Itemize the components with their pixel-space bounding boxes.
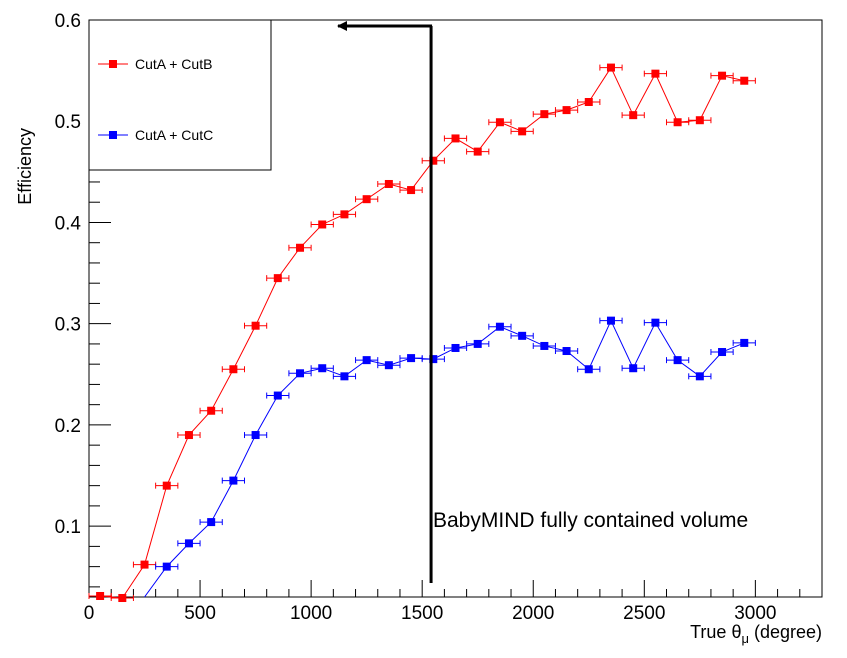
y-tick-label: 0.2 [55,416,81,437]
data-point [251,431,260,440]
series-layer [88,63,756,603]
y-tick-label: 0.6 [55,11,81,32]
data-point [451,134,460,143]
data-point [562,106,571,115]
data-point [384,361,393,370]
x-tick-label: 2000 [512,603,554,624]
data-point [495,322,504,331]
data-point [162,562,171,571]
data-point [473,339,482,348]
data-point [606,63,615,72]
data-point [740,338,749,347]
data-point [207,518,216,527]
data-point [651,69,660,78]
data-point [362,195,371,204]
data-point [473,147,482,156]
legend-label-series-2: CutA + CutC [135,127,213,143]
data-point [451,343,460,352]
data-point [229,476,238,485]
legend-marker-series-1 [109,60,117,68]
data-point [429,355,438,364]
data-point [162,481,171,490]
x-tick-label: 1500 [401,603,443,624]
data-point [540,341,549,350]
series-2 [144,316,756,598]
data-point [184,431,193,440]
data-point [718,71,727,80]
data-point [273,391,282,400]
x-tick-label: 2500 [623,603,665,624]
series-line [144,319,745,598]
x-axis-title-main: True θ [690,622,741,642]
x-tick-label: 1000 [290,603,332,624]
x-axis-title-sub: μ [741,631,749,646]
data-point [184,539,193,548]
data-point [273,274,282,283]
data-point [606,316,615,325]
data-point [318,364,327,373]
data-point [562,347,571,356]
data-point [629,364,638,373]
data-point [518,127,527,136]
x-axis: 0 500 1000 1500 2000 2500 3000 [84,580,823,624]
data-point [340,210,349,219]
x-axis-title-unit: (degree) [749,622,822,642]
data-point [695,372,704,381]
x-tick-label: 3000 [734,603,776,624]
data-point [495,118,504,127]
data-point [407,354,416,363]
legend-label-series-1: CutA + CutB [135,56,212,72]
data-point [229,365,238,374]
data-point [207,406,216,415]
data-point [540,110,549,119]
y-tick-label: 0.5 [55,112,81,133]
data-point [584,97,593,106]
data-point [673,356,682,365]
data-point [251,321,260,330]
x-tick-label: 500 [184,603,216,624]
data-point [584,365,593,374]
x-axis-title: True θμ (degree) [690,622,822,646]
plot-area [88,19,823,598]
annotation-layer [337,21,433,583]
data-point [96,591,105,600]
data-point [340,372,349,381]
data-point [118,594,127,603]
data-point [296,243,305,252]
x-tick-label: 0 [84,603,95,624]
series-line [100,66,745,599]
data-point [140,560,149,569]
data-point [718,348,727,357]
y-axis-title: Efficiency [15,128,35,205]
series-1 [88,63,756,603]
y-tick-label: 0.1 [55,517,81,538]
legend: CutA + CutB CutA + CutC [88,19,272,171]
data-point [318,220,327,229]
data-point [651,318,660,327]
data-point [407,186,416,195]
data-point [518,331,527,340]
annotation-text: BabyMIND fully contained volume [433,509,748,532]
data-point [629,111,638,120]
data-point [296,369,305,378]
data-point [429,156,438,165]
data-point [673,118,682,127]
y-tick-label: 0.3 [55,315,81,336]
data-point [740,76,749,85]
y-tick-label: 0.4 [55,213,82,234]
data-point [384,179,393,188]
plot-frame [88,19,823,598]
data-point [695,116,704,125]
y-axis: 0.1 0.2 0.3 0.4 0.5 0.6 [55,11,111,588]
legend-box [88,19,272,171]
data-point [362,356,371,365]
legend-marker-series-2 [109,131,117,139]
